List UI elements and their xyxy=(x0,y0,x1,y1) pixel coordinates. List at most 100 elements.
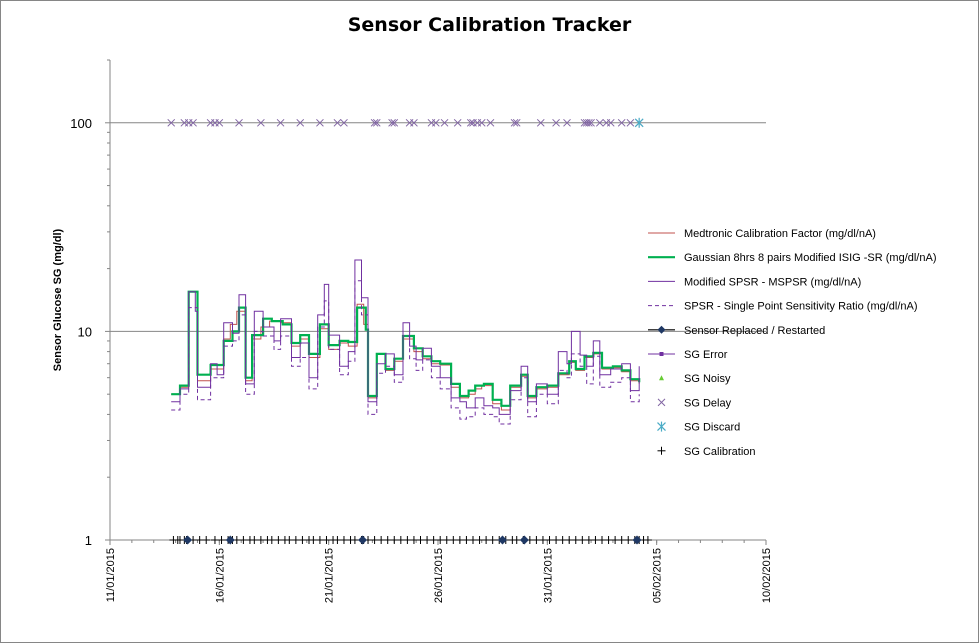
legend-label: SG Error xyxy=(684,349,728,361)
sg-delay-stroke xyxy=(167,118,176,127)
sg-delay-stroke xyxy=(563,118,571,127)
gridlines xyxy=(110,122,766,332)
legend-item-medtronic: Medtronic Calibration Factor (mg/dl/nA) xyxy=(648,228,876,240)
legend: Medtronic Calibration Factor (mg/dl/nA) G… xyxy=(648,228,936,458)
legend-square-icon xyxy=(659,352,664,356)
sg-delay-stroke xyxy=(512,118,521,127)
sg-delay-marker xyxy=(606,118,615,127)
legend-label: SG Calibration xyxy=(684,446,756,458)
sg-delay-marker xyxy=(466,118,475,127)
sg-delay-stroke xyxy=(626,118,635,127)
x-tick-label: 26/01/2015 xyxy=(433,548,445,603)
sg-delay-stroke xyxy=(466,118,475,127)
sg-delay-stroke xyxy=(276,118,285,127)
sg-delay-stroke xyxy=(536,118,545,127)
sg-delay-marker xyxy=(431,118,440,127)
sg-delay-marker xyxy=(235,118,243,127)
legend-label: SG Noisy xyxy=(684,373,731,385)
sg-delay-marker xyxy=(276,118,285,127)
sg-delay-marker xyxy=(536,118,545,127)
sg-delay-stroke xyxy=(340,118,348,127)
sg-discard-marker xyxy=(634,117,644,128)
sg-delay-marker xyxy=(453,118,462,127)
sg-delay-stroke xyxy=(431,118,440,127)
legend-x-icon xyxy=(657,398,666,407)
sg-calibration-marker xyxy=(643,536,652,544)
sg-delay-stroke xyxy=(477,118,486,127)
sg-delay-stroke xyxy=(606,118,615,127)
legend-item-sg_calibration: SG Calibration xyxy=(657,446,756,458)
x-tick-label: 05/02/2015 xyxy=(652,548,664,603)
sensor-replaced-marker xyxy=(225,535,235,545)
sg-delay-marker xyxy=(372,118,381,127)
x-tick-label: 31/01/2015 xyxy=(542,548,554,603)
sg-delay-stroke xyxy=(189,118,197,127)
sg-delay-marker xyxy=(388,118,396,127)
series-line-medtronic xyxy=(171,291,640,411)
x-tick-label: 11/01/2015 xyxy=(105,548,117,602)
legend-item-mspsr: Modified SPSR - MSPSR (mg/dl/nA) xyxy=(648,276,861,288)
markers-layer xyxy=(167,117,652,545)
sg-delay-stroke xyxy=(595,118,604,127)
sg-delay-stroke xyxy=(333,118,342,127)
legend-item-sg_noisy: SG Noisy xyxy=(659,373,731,385)
sg-delay-marker xyxy=(257,118,265,127)
legend-diamond-icon xyxy=(657,325,666,334)
sg-delay-marker xyxy=(486,118,495,127)
legend-triangle-icon xyxy=(659,375,664,381)
sg-delay-stroke xyxy=(388,118,396,127)
sg-delay-stroke xyxy=(585,118,593,127)
legend-item-sg_delay: SG Delay xyxy=(657,397,732,409)
sensor-replaced-marker xyxy=(632,535,642,545)
sg-delay-marker xyxy=(626,118,635,127)
x-tick-label: 16/01/2015 xyxy=(214,548,226,603)
sg-delay-stroke xyxy=(440,118,449,127)
sg-delay-marker xyxy=(296,118,305,127)
sg-delay-stroke xyxy=(552,118,560,127)
axes xyxy=(105,59,767,545)
chart-title: Sensor Calibration Tracker xyxy=(347,14,632,36)
sg-delay-marker xyxy=(370,118,379,127)
sg-delay-marker xyxy=(585,118,593,127)
sg-delay-stroke xyxy=(296,118,305,127)
legend-label: Sensor Replaced / Restarted xyxy=(684,325,825,337)
x-tick-label: 21/01/2015 xyxy=(324,548,336,603)
sensor-replaced-marker xyxy=(519,535,529,545)
sg-delay-marker xyxy=(333,118,342,127)
legend-label: Medtronic Calibration Factor (mg/dl/nA) xyxy=(684,228,876,240)
sensor-replaced-marker xyxy=(498,535,508,545)
sg-delay-marker xyxy=(512,118,521,127)
sg-delay-stroke xyxy=(390,118,399,127)
sg-delay-stroke xyxy=(453,118,462,127)
x-tick-label: 10/02/2015 xyxy=(761,548,773,603)
legend-item-gaussian: Gaussian 8hrs 8 pairs Modified ISIG -SR … xyxy=(648,252,936,264)
tick-labels: 1 10 100 11/01/2015 16/01/2015 21/01/2015 26/0… xyxy=(70,116,773,603)
sg-delay-marker xyxy=(340,118,348,127)
legend-item-replaced: Sensor Replaced / Restarted xyxy=(648,325,825,337)
sg-delay-marker xyxy=(617,118,626,127)
sg-delay-marker xyxy=(595,118,604,127)
sg-delay-stroke xyxy=(410,118,418,127)
legend-label: Gaussian 8hrs 8 pairs Modified ISIG -SR … xyxy=(684,252,936,264)
sg-delay-stroke xyxy=(617,118,626,127)
sg-delay-marker xyxy=(477,118,486,127)
sg-delay-marker xyxy=(440,118,449,127)
sg-delay-marker xyxy=(215,118,224,127)
sg-delay-stroke xyxy=(370,118,379,127)
sg-delay-marker xyxy=(510,118,519,127)
legend-label: Modified SPSR - MSPSR (mg/dl/nA) xyxy=(684,276,861,288)
sg-delay-marker xyxy=(316,118,324,127)
sg-delay-marker xyxy=(552,118,560,127)
sg-delay-stroke xyxy=(215,118,224,127)
sg-delay-stroke xyxy=(587,118,595,127)
series-line-mspsr xyxy=(171,259,640,415)
sg-delay-marker xyxy=(587,118,595,127)
y-tick-label: 1 xyxy=(85,533,92,548)
series-layer xyxy=(171,259,641,425)
sg-delay-marker xyxy=(410,118,418,127)
legend-item-spsr: SPSR - Single Point Sensitivity Ratio (m… xyxy=(648,301,918,313)
sg-delay-stroke xyxy=(510,118,519,127)
sg-delay-stroke xyxy=(372,118,381,127)
